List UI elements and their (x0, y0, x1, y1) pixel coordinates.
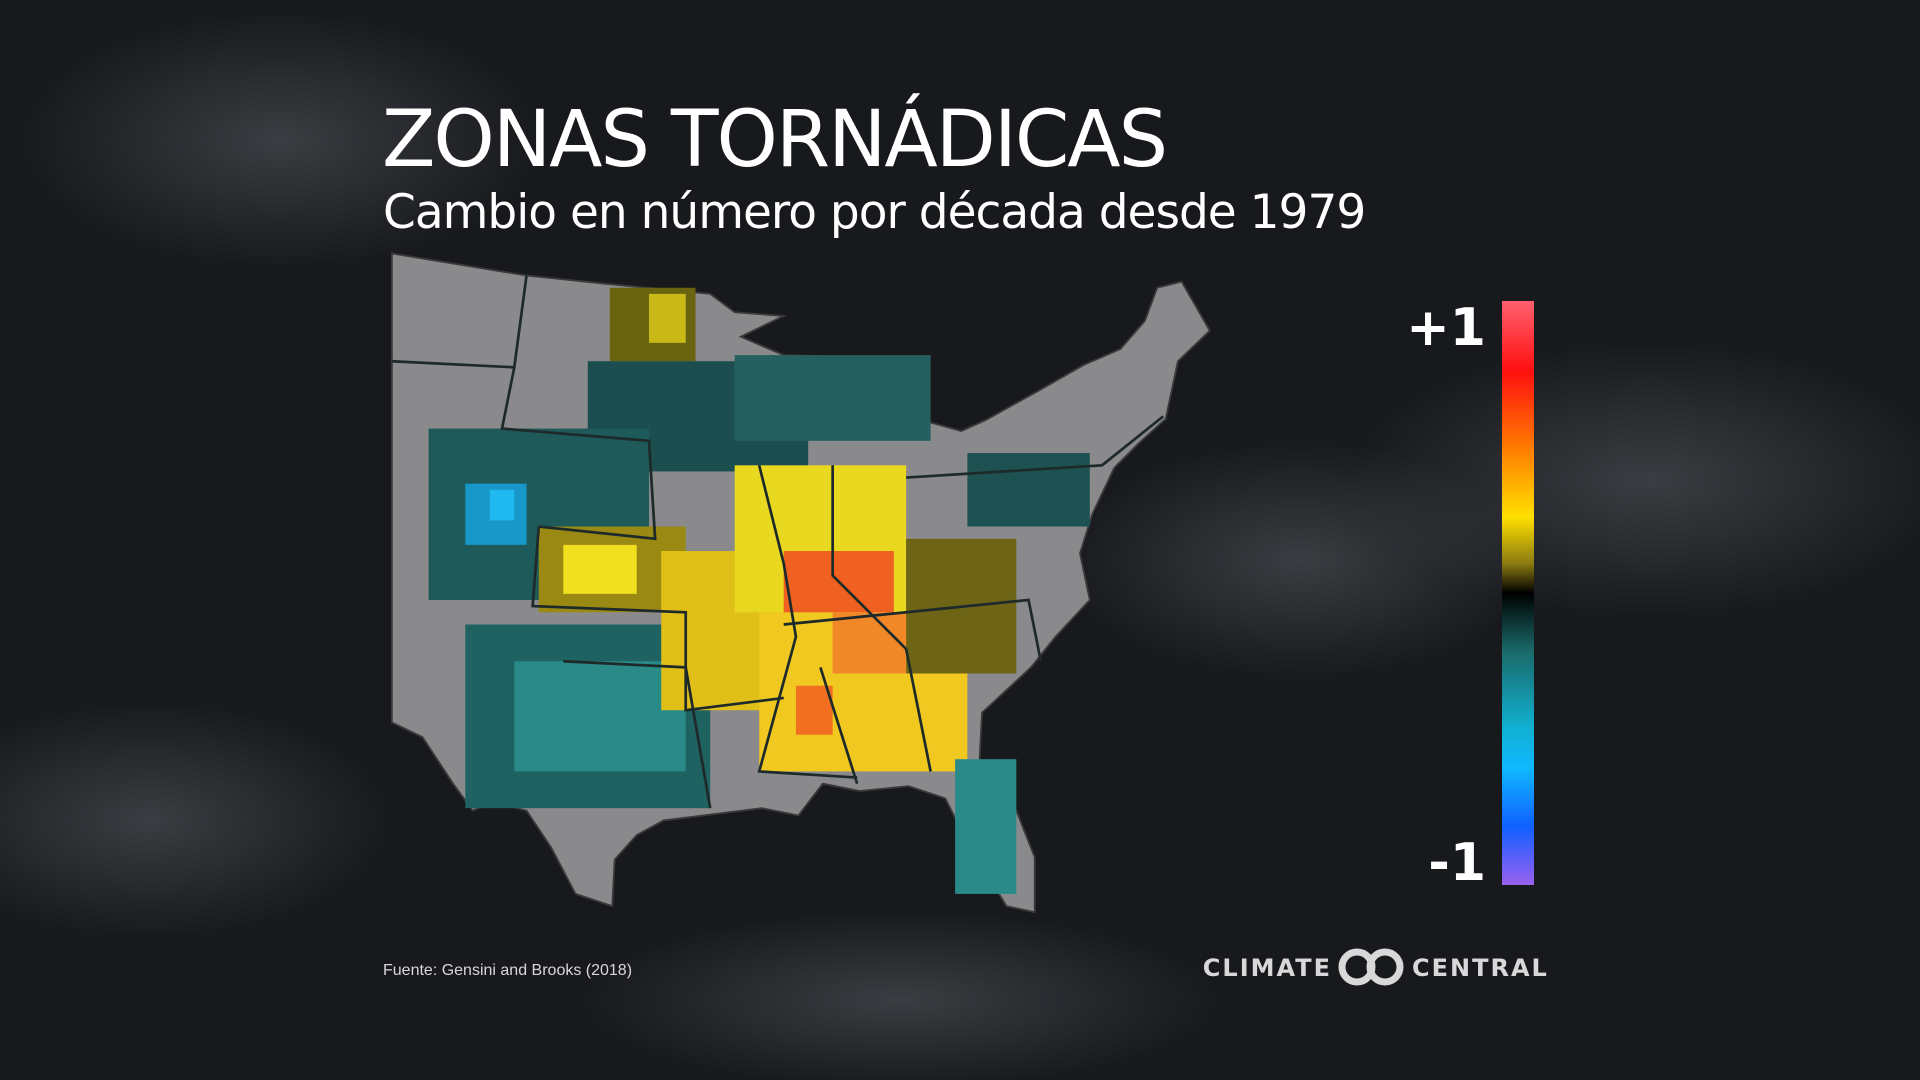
border (563, 659, 712, 809)
color-scale (1502, 301, 1534, 885)
border (757, 464, 858, 779)
title: ZONAS TORNÁDICAS (382, 93, 1166, 185)
source: Fuente: Gensini and Brooks (2018) (383, 962, 632, 979)
cell (967, 453, 1090, 527)
logo-left: CLIMATE (1203, 954, 1332, 982)
border (783, 598, 1043, 662)
cell (955, 759, 1017, 894)
heat-cells (428, 287, 1090, 894)
logo-right: CENTRAL (1412, 954, 1549, 982)
cloud (580, 910, 1220, 1080)
logo-ring (1366, 948, 1404, 986)
cell (648, 293, 686, 343)
scale-min-label: -1 (1428, 833, 1486, 893)
cloud (1060, 440, 1540, 680)
logo: CLIMATE CENTRAL (1203, 948, 1549, 986)
subtitle: Cambio en número por década desde 1979 (383, 185, 1365, 240)
cloud (0, 700, 390, 940)
border (819, 666, 859, 785)
cell (832, 612, 907, 674)
border (906, 415, 1165, 479)
cell (734, 355, 931, 441)
cell (514, 661, 686, 772)
cloud (20, 10, 540, 270)
cell (563, 544, 637, 594)
map (390, 252, 1211, 914)
border (531, 526, 784, 712)
scale-max-label: +1 (1406, 298, 1486, 358)
border (831, 465, 932, 772)
cell (795, 685, 833, 735)
border (500, 367, 657, 541)
state-borders (391, 275, 1165, 809)
cell (489, 489, 515, 521)
